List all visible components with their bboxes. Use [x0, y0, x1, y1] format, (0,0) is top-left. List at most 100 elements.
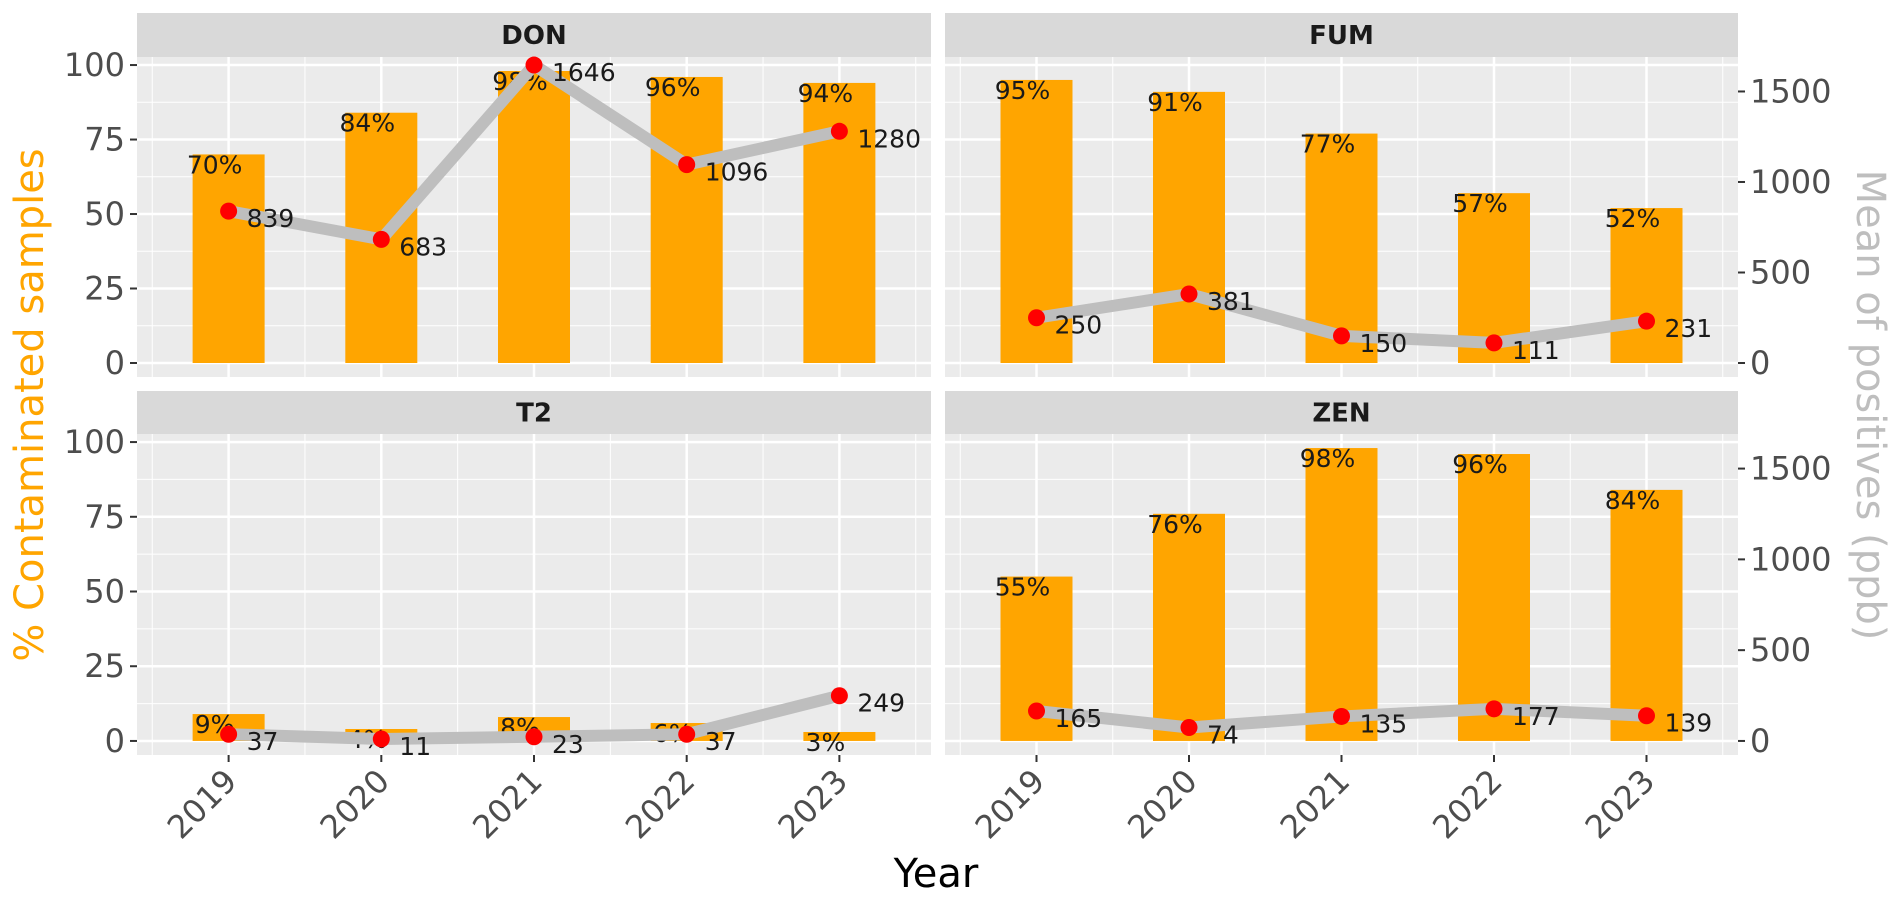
- bar-label: 94%: [798, 79, 854, 108]
- bar-fum-2020: [1153, 91, 1225, 363]
- y2-tick-label: 1500: [1750, 450, 1831, 488]
- point-label: 23: [552, 730, 584, 759]
- point-label: 177: [1512, 702, 1560, 731]
- y-tick-label: 100: [64, 46, 125, 84]
- y2-tick-label: 500: [1750, 631, 1811, 669]
- mean-point-zen-2022: [1485, 700, 1503, 718]
- point-label: 1646: [552, 58, 616, 87]
- mean-point-t2-2021: [525, 728, 543, 746]
- bar-fum-2023: [1610, 208, 1683, 363]
- bar-don-2021: [498, 71, 570, 363]
- bar-label: 96%: [645, 73, 701, 102]
- point-label: 250: [1055, 311, 1103, 340]
- mean-point-don-2022: [678, 156, 696, 174]
- bar-zen-2021: [1305, 448, 1378, 741]
- bar-label: 84%: [340, 109, 396, 138]
- point-label: 381: [1207, 287, 1255, 316]
- bar-label: 95%: [995, 76, 1051, 105]
- y-axis-title: % Contaminated samples: [7, 148, 53, 661]
- point-label: 135: [1360, 709, 1408, 738]
- mean-point-t2-2023: [830, 687, 848, 705]
- point-label: 1280: [857, 124, 921, 153]
- mean-point-don-2020: [372, 230, 390, 248]
- mean-point-t2-2020: [372, 730, 390, 748]
- y2-tick-label: 1000: [1750, 163, 1831, 201]
- bar-label: 3%: [806, 728, 846, 757]
- facet-title: FUM: [1309, 21, 1374, 51]
- y-tick-label: 25: [84, 647, 125, 685]
- panels: DON 70% 84% 98% 96% 94% 839 683 1646 1096 1280 FUM 9…: [137, 13, 1738, 761]
- facet-title: DON: [501, 21, 566, 51]
- mean-point-fum-2023: [1638, 312, 1655, 330]
- facet-strip: [945, 13, 1738, 57]
- mean-point-don-2023: [830, 122, 848, 140]
- mean-point-fum-2021: [1333, 327, 1350, 345]
- mean-point-fum-2022: [1485, 334, 1503, 352]
- y2-tick-label: 500: [1750, 253, 1811, 291]
- x-tick-label: 2020: [313, 762, 397, 846]
- bar-label: 84%: [1605, 486, 1661, 515]
- bar-zen-2022: [1458, 454, 1530, 741]
- bar-label: 55%: [995, 573, 1051, 602]
- y-tick-label: 100: [64, 423, 125, 461]
- x-tick-label: 2021: [465, 762, 549, 846]
- bar-zen-2020: [1153, 513, 1225, 741]
- x-tick-label: 2022: [618, 762, 702, 846]
- bar-label: 57%: [1452, 189, 1508, 218]
- y2-tick-label: 0: [1750, 344, 1770, 382]
- bar-label: 98%: [1300, 444, 1356, 473]
- y2-axis-title: Mean of positives (ppb): [1847, 170, 1890, 641]
- y-tick-label: 50: [84, 195, 125, 233]
- x-tick-label: 2023: [771, 762, 855, 846]
- facet-title: ZEN: [1312, 399, 1370, 429]
- x-tick-label: 2019: [160, 762, 244, 846]
- facet-strip: [945, 391, 1738, 434]
- x-axis-title: Year: [893, 851, 979, 897]
- y-tick-label: 50: [84, 573, 125, 611]
- y-tick-label: 25: [84, 270, 125, 308]
- facet-strip: [137, 391, 931, 434]
- bar-don-2019: [192, 154, 265, 363]
- mean-point-don-2019: [220, 202, 238, 220]
- x-tick-label: 2022: [1425, 762, 1509, 846]
- bar-label: 70%: [187, 150, 243, 179]
- mean-point-fum-2020: [1180, 285, 1198, 303]
- y-tick-label: 75: [84, 121, 125, 159]
- point-label: 683: [399, 232, 447, 261]
- y-tick-label: 0: [105, 344, 125, 382]
- point-label: 839: [247, 204, 295, 233]
- point-label: 139: [1665, 709, 1713, 738]
- facet-zen: ZEN 55% 76% 98% 96% 84% 165 74 135 177 139: [945, 391, 1738, 755]
- x-tick-label: 2021: [1273, 762, 1357, 846]
- bar-label: 76%: [1147, 510, 1203, 539]
- x-tick-label: 2023: [1578, 762, 1662, 846]
- point-label: 1096: [705, 158, 769, 187]
- point-label: 37: [247, 727, 279, 756]
- mean-point-fum-2019: [1028, 309, 1045, 327]
- mean-point-t2-2022: [678, 725, 696, 743]
- mean-point-t2-2019: [220, 725, 238, 743]
- bar-label: 52%: [1605, 204, 1661, 233]
- facet-fum: FUM 95% 91% 77% 57% 52% 250 381 150 111 231: [945, 13, 1738, 377]
- y-tick-label: 75: [84, 498, 125, 536]
- mean-point-zen-2019: [1028, 702, 1045, 720]
- bar-zen-2023: [1610, 489, 1683, 741]
- facet-strip: [137, 13, 931, 57]
- x-tick-label: 2020: [1120, 762, 1204, 846]
- point-label: 150: [1360, 329, 1408, 358]
- facet-title: T2: [516, 399, 552, 429]
- y-tick-label: 0: [105, 722, 125, 760]
- bar-label: 77%: [1300, 130, 1356, 159]
- bar-label: 96%: [1452, 450, 1508, 479]
- bar-don-2022: [650, 76, 723, 363]
- x-tick-label: 2019: [968, 762, 1052, 846]
- bar-label: 91%: [1147, 88, 1203, 117]
- point-label: 74: [1207, 721, 1239, 750]
- mean-point-zen-2023: [1638, 707, 1655, 725]
- point-label: 249: [857, 689, 905, 718]
- point-label: 231: [1665, 314, 1713, 343]
- point-label: 11: [399, 732, 431, 761]
